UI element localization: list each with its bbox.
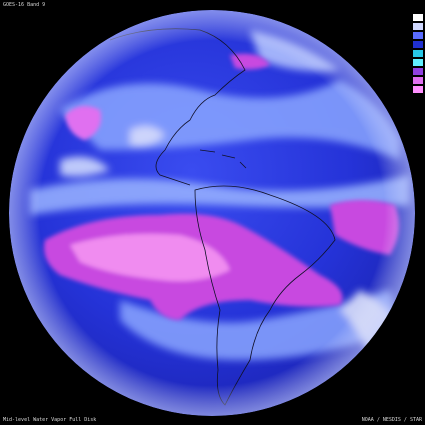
legend-swatch-6 xyxy=(413,68,423,75)
legend-swatch-5 xyxy=(413,59,423,66)
legend-swatch-1 xyxy=(413,23,423,30)
caption-bottom-left: Mid-level Water Vapor Full Disk xyxy=(3,417,97,423)
legend-swatch-8 xyxy=(413,86,423,93)
caption-bottom-right: NOAA / NESDIS / STAR xyxy=(361,417,422,423)
caption-top: GOES-16 Band 9 xyxy=(3,2,46,8)
legend-swatch-2 xyxy=(413,32,423,39)
legend-swatch-3 xyxy=(413,41,423,48)
color-legend xyxy=(413,14,423,95)
legend-swatch-0 xyxy=(413,14,423,21)
legend-swatch-4 xyxy=(413,50,423,57)
legend-swatch-7 xyxy=(413,77,423,84)
